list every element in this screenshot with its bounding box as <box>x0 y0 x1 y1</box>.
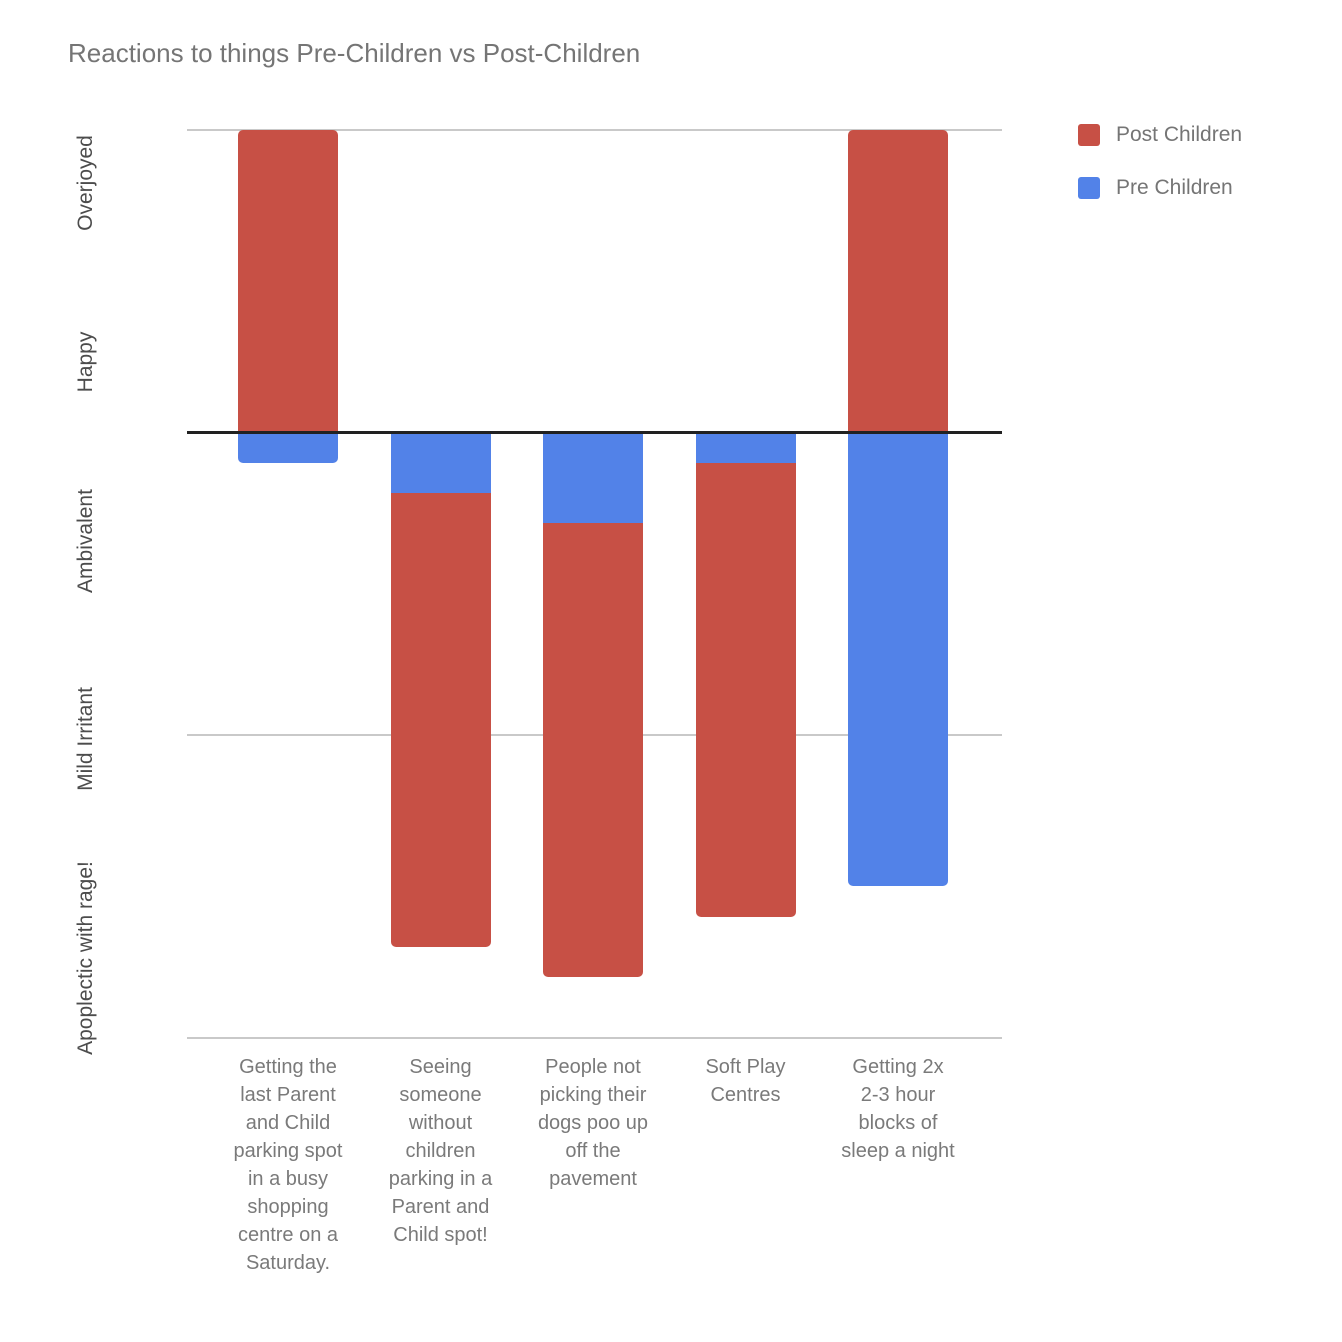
legend-label-post-children: Post Children <box>1116 123 1243 146</box>
x-axis-label: Soft Play Centres <box>705 1056 786 1106</box>
y-axis-label: Ambivalent <box>74 489 97 593</box>
bar-5-pre-children <box>848 432 948 887</box>
bar-4-pre-children <box>695 432 796 463</box>
chart-title: Reactions to things Pre-Children vs Post… <box>68 38 641 68</box>
bar-1-pre-children <box>238 432 338 463</box>
legend-swatch-pre-children-icon <box>1078 177 1100 199</box>
legend-item-post-children: Post Children <box>1078 123 1243 146</box>
gridline <box>187 1036 1002 1039</box>
bar-3-pre-children <box>543 432 643 524</box>
gridline <box>187 129 1002 131</box>
y-axis-label: Happy <box>74 331 97 393</box>
y-axis-label: Mild Irritant <box>74 687 97 791</box>
x-axis-label: Getting the last Parent and Child parkin… <box>233 1056 343 1274</box>
y-axis-label: Overjoyed <box>74 135 97 231</box>
bar-2-post-children <box>390 493 491 947</box>
y-axis-label: Apoplectic with rage! <box>74 861 97 1055</box>
bar-1-post-children <box>238 130 338 433</box>
legend-item-pre-children: Pre Children <box>1078 176 1233 199</box>
bar-3-post-children <box>543 523 643 977</box>
x-axis-label: Seeing someone without children parking … <box>388 1056 493 1246</box>
x-axis-label: People not picking their dogs poo up off… <box>537 1056 649 1190</box>
bar-2-pre-children <box>390 432 491 493</box>
bar-5-post-children <box>848 130 948 433</box>
legend-swatch-post-children-icon <box>1078 124 1100 146</box>
bar-4-post-children <box>695 462 796 917</box>
x-axis-label: Getting 2x 2-3 hour blocks of sleep a ni… <box>841 1056 955 1162</box>
zero-baseline <box>187 431 1002 434</box>
legend-label-pre-children: Pre Children <box>1116 176 1233 199</box>
